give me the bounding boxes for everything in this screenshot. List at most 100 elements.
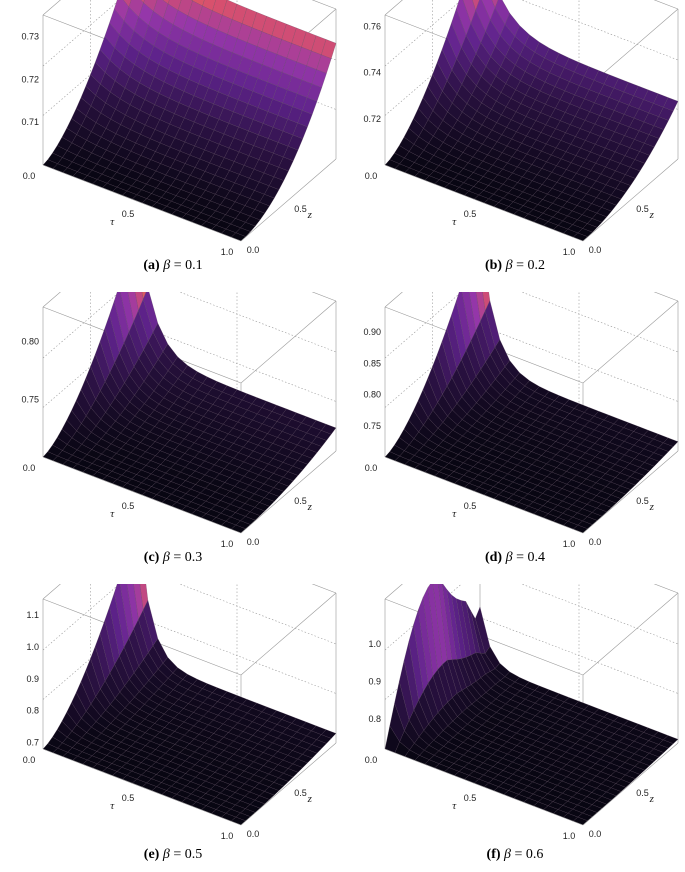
caption-param: β [504,847,512,862]
surface-plot-e: 0.70.80.91.01.10.00.51.0τ0.00.51.0z [23,584,337,841]
surface-group: 0.720.740.760.00.51.0τ0.00.51.0z [363,0,679,255]
tau-axis-ticks: 0.0 0.5 1.0 τ [365,463,576,547]
z-tick-label: 0.0 [247,245,260,255]
z-axis-label: z [649,793,655,805]
z-depth-ticks: 0.00.51.0z [247,788,313,839]
surface-mesh [42,584,337,826]
tau-tick-label: 0.5 [122,501,135,511]
z-tick-label: 0.9 [26,674,39,684]
tau-tick-label: 0.5 [464,501,477,511]
tau-tick-label: 0.0 [365,463,378,473]
caption-value: = 0.4 [516,550,545,565]
chart-panel-f: 0.80.91.00.00.51.0τ0.00.51.0z (f) β = 0.… [350,584,680,864]
chart-panel-b: 0.720.740.760.00.51.0τ0.00.51.0z (b) β =… [350,0,680,280]
caption-value: = 0.1 [173,258,203,273]
tau-axis-label: τ [110,508,115,520]
z-axis-label: z [649,209,655,221]
caption-param: β [505,550,513,565]
surface-plot-f: 0.80.91.0 0.0 0.5 1.0 τ 0.0 0.5 1.0 z [365,584,679,841]
box-front [384,158,679,242]
caption-letter: (a) [143,258,160,273]
z-tick-label: 0.75 [363,421,381,431]
tau-axis-ticks: 0.0 0.5 1.0 τ [365,171,576,255]
surface-mesh [384,292,679,534]
tau-tick-label: 1.0 [563,247,576,255]
tau-tick-label: 0.0 [365,171,378,181]
caption-param: β [162,847,170,862]
z-tick-label: 0.72 [21,74,39,84]
z-tick-label: 0.73 [21,31,39,41]
z-tick-label: 0.72 [363,114,381,124]
z-depth-ticks: 0.00.51.0z [589,496,655,547]
tau-tick-label: 1.0 [221,831,234,841]
box-front [42,450,337,534]
surface-plot-d: 0.750.800.850.900.00.51.0τ0.00.51.0z [363,292,679,547]
surface-group: 0.750.800.850.900.00.51.0τ0.00.51.0z [363,292,679,547]
z-tick-label: 1.0 [26,642,39,652]
tau-tick-label: 1.0 [221,247,234,255]
caption-e: (e) β = 0.5 [8,847,338,863]
tau-tick-label: 0.5 [464,793,477,803]
tau-axis-ticks: 0.0 0.5 1.0 τ [365,755,576,841]
z-axis-label: z [307,793,313,805]
tau-tick-label: 0.0 [23,171,36,181]
tau-tick-label: 0.5 [122,793,135,803]
caption-letter: (d) [484,550,503,565]
caption-a: (a) β = 0.1 [8,258,338,274]
caption-param: β [162,550,170,565]
caption-param: β [163,258,171,273]
z-tick-label: 1.1 [26,610,39,620]
z-axis-label: z [649,501,655,513]
z-tick-label: 0.0 [589,245,602,255]
z-tick-label: 0.8 [26,706,39,716]
surface-mesh [384,0,679,242]
tau-tick-label: 0.5 [122,209,135,219]
box-front [384,742,679,826]
z-tick-label: 0.5 [294,496,307,506]
tau-axis-ticks: 0.0 0.5 1.0 τ [23,171,234,255]
z-tick-label: 0.0 [247,829,260,839]
tau-axis-label: τ [452,216,457,228]
caption-letter: (c) [143,550,160,565]
z-tick-label: 0.85 [363,358,381,368]
caption-value: = 0.6 [514,847,544,862]
caption-value: = 0.5 [173,847,203,862]
z-axis-ticks: 0.71 0.72 0.73 [21,31,39,127]
surface-plot-b: 0.720.740.760.00.51.0τ0.00.51.0z [363,0,679,255]
box-front [384,450,679,534]
z-tick-label: 0.75 [21,394,39,404]
z-tick-label: 0.5 [294,788,307,798]
z-tick-label: 0.5 [636,788,649,798]
tau-tick-label: 0.0 [23,463,36,473]
caption-param: β [505,258,513,273]
z-tick-label: 0.7 [26,738,39,748]
z-tick-label: 0.5 [636,204,649,214]
caption-c: (c) β = 0.3 [8,550,338,566]
z-tick-label: 0.90 [363,327,381,337]
tau-tick-label: 0.0 [23,755,36,765]
z-axis-label: z [307,501,313,513]
z-axis-ticks: 0.8 0.9 1.0 [368,639,381,724]
z-axis-label: z [307,209,313,221]
surface-mesh [42,292,337,534]
tau-axis-label: τ [452,800,457,812]
z-axis-ticks: 0.75 0.80 0.85 0.90 [363,327,381,431]
z-depth-ticks: 0.00.51.0z [589,204,655,255]
surface-mesh [42,0,337,242]
z-tick-label: 0.8 [368,714,381,724]
z-tick-label: 0.0 [247,537,260,547]
z-tick-label: 0.5 [294,204,307,214]
z-tick-label: 1.0 [368,639,381,649]
tau-tick-label: 1.0 [563,831,576,841]
caption-value: = 0.3 [173,550,203,565]
tau-axis-label: τ [452,508,457,520]
box-front [42,158,337,242]
z-tick-label: 0.74 [363,68,381,78]
surface-plot-c: 0.750.800.00.51.0τ0.00.51.0z [21,292,337,547]
z-tick-label: 0.0 [589,829,602,839]
z-tick-label: 0.5 [636,496,649,506]
z-tick-label: 0.80 [363,390,381,400]
tau-tick-label: 0.0 [365,755,378,765]
chart-panel-a: 0.710.720.730.00.51.0τ0.00.51.0z (a) β =… [8,0,338,280]
surface-group: 0.750.800.00.51.0τ0.00.51.0z [21,292,337,547]
